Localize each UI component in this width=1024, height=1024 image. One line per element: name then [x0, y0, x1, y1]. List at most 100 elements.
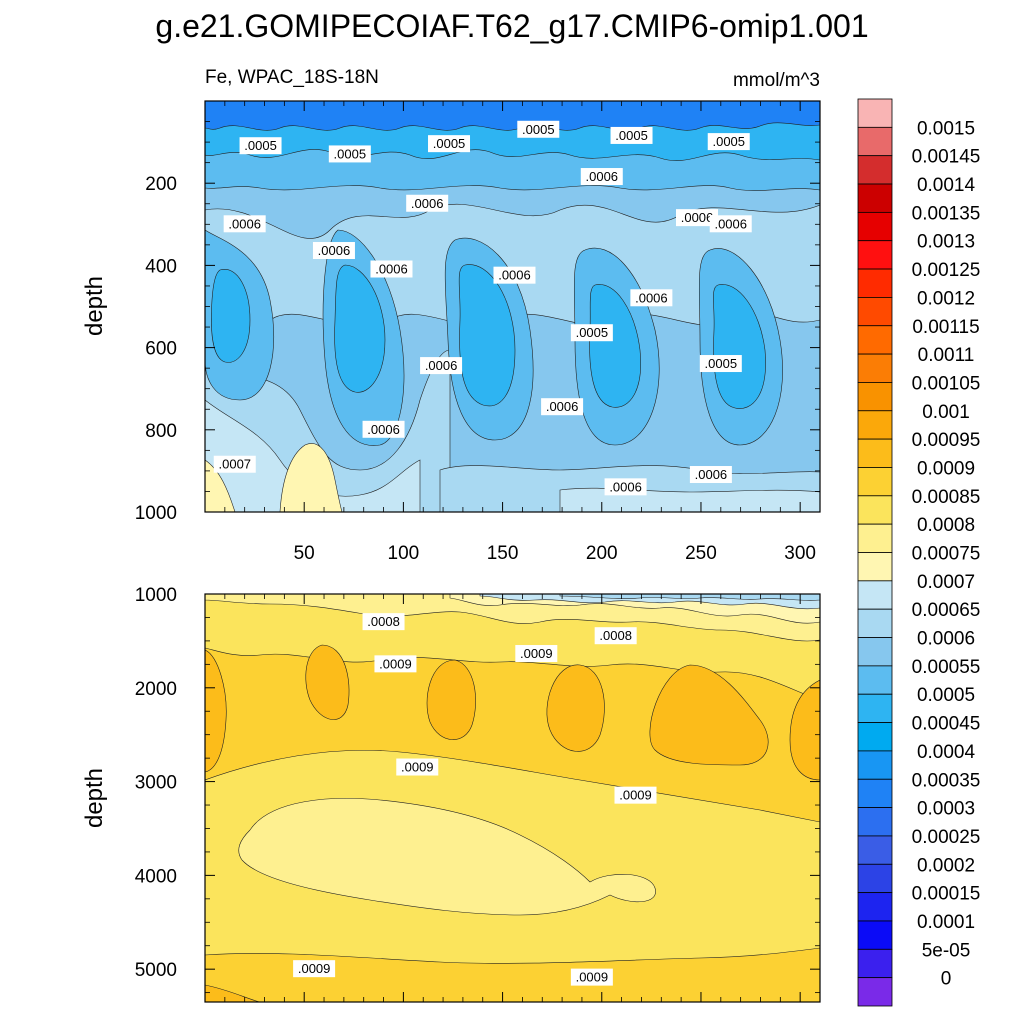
upper-y-tick-label: 200 — [145, 174, 177, 195]
colorbar-level-label: 0.00065 — [912, 600, 981, 621]
upper-x-tick-label: 50 — [294, 543, 315, 564]
upper-y-tick-label: 800 — [145, 421, 177, 442]
lower-contour-label: .0009 — [293, 960, 336, 978]
contour-label-text: .0005 — [576, 325, 609, 340]
contour-label-text: .0006 — [695, 467, 728, 482]
contour-label-box — [223, 215, 266, 233]
contour-label-text: .0005 — [244, 138, 277, 153]
lower-contour-label: .0008 — [594, 627, 637, 645]
lower-plot-frame — [204, 593, 821, 1003]
contour-label-box — [614, 786, 657, 804]
colorbar-swatch — [857, 410, 893, 440]
contour-label-text: .0006 — [318, 243, 351, 258]
contour-label-text: .0009 — [520, 646, 553, 661]
colorbar-level-label: 0.00095 — [912, 430, 981, 451]
colorbar-level-label: 0.00015 — [912, 884, 981, 905]
colorbar-level-label: 0.0014 — [917, 175, 976, 196]
upper-contour-label: .0005 — [428, 135, 471, 153]
colorbar-level-label: 0.00125 — [912, 260, 981, 281]
contour-label-text: .0005 — [522, 122, 555, 137]
colorbar-level-label: 0.0015 — [917, 118, 975, 139]
contour-label-box — [213, 455, 256, 473]
colorbar-level-label: 0.00115 — [912, 317, 979, 338]
colorbar-swatch — [857, 438, 893, 468]
colorbar-swatch — [857, 268, 893, 298]
colorbar-level-label: 0.0007 — [917, 572, 975, 593]
contour-label-box — [362, 420, 405, 438]
contour-label-box — [293, 960, 336, 978]
contour-label-text: .0005 — [433, 136, 466, 151]
colorbar-labels: 0.0015 0.00145 0.0014 0.00135 0.0013 0.00125 0… — [912, 118, 981, 989]
colorbar-level-label: 0.001 — [922, 402, 970, 423]
upper-contour-label: .0006 — [420, 357, 463, 375]
lower-contour-labels: .0008 .0009 .0009 .0008 .0009 .0009 .0009 .0009 — [293, 613, 657, 986]
colorbar-level-label: 0.0011 — [918, 345, 975, 366]
contour-label-box — [362, 613, 405, 631]
lower-contour-label: .0009 — [396, 758, 439, 776]
colorbar-swatch — [857, 325, 893, 355]
contour-label-box — [709, 215, 752, 233]
contour-label-text: .0006 — [375, 262, 408, 277]
contour-label-box — [420, 357, 463, 375]
contour-label-box — [312, 242, 355, 260]
colorbar-level-label: 0.0013 — [917, 232, 975, 253]
contour-label-text: .0006 — [714, 216, 747, 231]
contour-label-box — [374, 655, 417, 673]
contour-label-text: .0006 — [425, 358, 458, 373]
contour-label-box — [676, 209, 718, 227]
lower-y-tick-label: 5000 — [135, 960, 177, 981]
contour-label-text: .0006 — [367, 422, 400, 437]
contour-label-text: .0006 — [228, 216, 261, 231]
colorbar-level-label: 0.00045 — [912, 714, 981, 735]
contour-label-text: .0005 — [615, 128, 648, 143]
colorbar-level-label: 0.0004 — [917, 742, 976, 763]
upper-contour-label: .0007 — [213, 455, 256, 473]
colorbar-swatch — [857, 297, 893, 327]
colorbar-level-label: 0.00105 — [912, 373, 981, 394]
lower-contour-label: .0009 — [374, 655, 417, 673]
upper-contour-label: .0006 — [604, 478, 647, 496]
contour-label-text: .0005 — [334, 146, 367, 161]
colorbar-level-label: 0.0003 — [917, 799, 975, 820]
colorbar-swatch — [857, 863, 893, 894]
lower-y-tick-label: 4000 — [135, 866, 177, 887]
colorbar-level-label: 0.00085 — [912, 487, 981, 508]
colorbar-swatch — [857, 948, 893, 979]
colorbar-swatch — [857, 98, 893, 128]
contour-label-text: .0009 — [379, 656, 412, 671]
contour-label-text: .0005 — [705, 356, 738, 371]
upper-axis-ticks — [205, 101, 820, 513]
colorbar-swatch — [857, 240, 893, 270]
colorbar-swatch — [857, 892, 893, 922]
right-subtitle: mmol/m^3 — [733, 70, 820, 91]
contour-label-box — [604, 478, 647, 496]
contour-label-text: .0006 — [609, 479, 642, 494]
contour-label-box — [370, 260, 413, 278]
upper-x-tick-labels: 50 100 150 200 250 300 — [294, 543, 816, 564]
upper-contour-label: .0006 — [541, 398, 584, 416]
upper-contour-label: .0006 — [370, 260, 413, 278]
colorbar-level-label: 0.0012 — [917, 288, 975, 309]
colorbar-level-label: 0.00035 — [912, 770, 981, 791]
upper-x-tick-label: 300 — [784, 543, 816, 564]
upper-x-tick-label: 200 — [586, 543, 618, 564]
colorbar-swatch — [857, 807, 893, 837]
lower-axis-ticks — [205, 593, 820, 1002]
upper-y-tick-label: 600 — [145, 339, 177, 360]
upper-contour-label: .0005 — [610, 126, 653, 144]
contour-label-box — [580, 168, 623, 186]
upper-contour-label: .0005 — [570, 324, 613, 342]
colorbar-swatch — [857, 523, 893, 553]
upper-contour-label: .0005 — [239, 137, 282, 155]
contour-label-text: .0008 — [599, 628, 632, 643]
upper-contour-label: .0006 — [362, 420, 405, 438]
colorbar-swatch — [857, 183, 893, 213]
upper-contour-label: .0006 — [406, 194, 449, 212]
contour-label-box — [239, 137, 282, 155]
colorbar-level-label: 0.0005 — [917, 685, 975, 706]
lower-y-tick-label: 2000 — [135, 679, 177, 700]
colorbar-swatch — [857, 382, 893, 412]
colorbar-level-label: 0.0002 — [917, 855, 975, 876]
contour-label-box — [594, 627, 637, 645]
lower-contour-label: .0009 — [570, 968, 613, 986]
